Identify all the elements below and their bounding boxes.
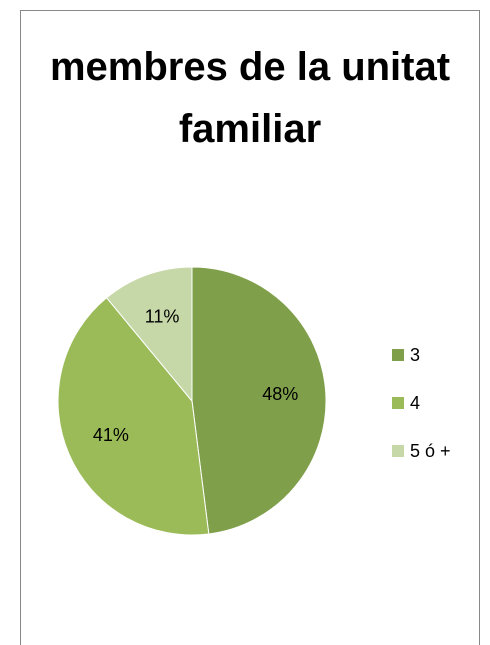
legend-label: 3	[410, 345, 420, 365]
chart-title: membres de la unitat familiar	[49, 45, 451, 151]
legend-swatch	[392, 445, 404, 457]
chart-border	[20, 10, 480, 645]
legend-swatch	[392, 349, 404, 361]
pie-slice	[191, 266, 327, 535]
data-label: 41%	[93, 425, 129, 445]
legend-label: 5 ó +	[410, 441, 451, 461]
legend-label: 4	[410, 393, 420, 413]
data-label: 11%	[145, 307, 180, 327]
legend-swatch	[392, 397, 404, 409]
pie-slice	[105, 266, 193, 403]
pie-slice	[57, 297, 210, 536]
data-label: 48%	[262, 384, 298, 404]
